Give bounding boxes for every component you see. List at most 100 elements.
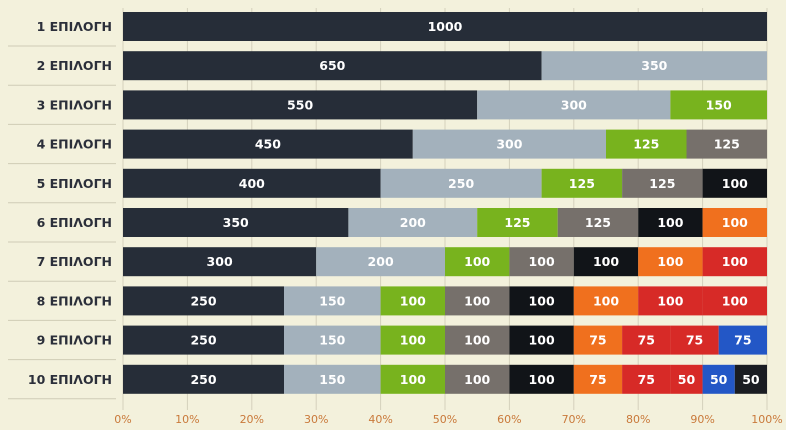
bar-row: 3 ΕΠΙΛΟΓΗ 550 300 150: [8, 90, 767, 125]
bar-segment: [541, 168, 623, 198]
bar-segment: [123, 286, 284, 316]
data-label: 100: [529, 293, 555, 308]
data-label: 100: [464, 293, 490, 308]
bar-segment: [509, 325, 574, 355]
bar-segment: [702, 168, 767, 198]
bar-segment: [509, 364, 574, 394]
bar-segment: [445, 364, 510, 394]
bar-segment: [702, 286, 767, 316]
bar-segment: [123, 12, 767, 41]
bar-segment: [284, 325, 381, 355]
bar-row: 5 ΕΠΙΛΟΓΗ 400 250 125 125 100: [8, 168, 767, 204]
row-label: 5 ΕΠΙΛΟΓΗ: [37, 176, 112, 191]
bar-segment: [541, 51, 767, 81]
bar-segment: [123, 208, 349, 237]
bar-segment: [670, 325, 719, 355]
data-label: 150: [319, 293, 345, 308]
data-label: 250: [190, 293, 216, 308]
row-label: 4 ΕΠΙΛΟΓΗ: [37, 137, 112, 152]
row-label: 6 ΕΠΙΛΟΓΗ: [37, 215, 112, 230]
data-label: 100: [722, 254, 748, 269]
bar-segment: [622, 364, 671, 394]
data-label: 100: [529, 372, 555, 387]
data-label: 250: [448, 176, 474, 191]
data-label: 100: [400, 293, 426, 308]
tick-label: 10%: [175, 413, 199, 426]
data-label: 100: [529, 254, 555, 269]
bar-segment: [718, 325, 767, 355]
bar-segment: [123, 51, 542, 81]
data-label: 125: [633, 137, 659, 152]
data-label: 50: [742, 372, 760, 387]
data-label: 125: [714, 137, 740, 152]
data-label: 150: [706, 97, 732, 112]
data-label: 100: [657, 215, 683, 230]
data-label: 200: [400, 215, 426, 230]
data-label: 75: [734, 333, 751, 348]
data-label: 75: [686, 333, 703, 348]
bar-segment: [702, 247, 767, 277]
bar-segment: [702, 208, 767, 237]
data-label: 100: [400, 372, 426, 387]
tick-label: 40%: [368, 413, 392, 426]
data-label: 1000: [428, 19, 463, 34]
bar-segment: [123, 90, 478, 120]
bar-row: 4 ΕΠΙΛΟΓΗ 450 300 125 125: [8, 129, 767, 165]
bar-segment: [123, 325, 284, 355]
bar-segment: [638, 208, 703, 237]
data-label: 125: [569, 176, 595, 191]
bar-segment: [638, 247, 703, 277]
row-label: 10 ΕΠΙΛΟΓΗ: [28, 372, 112, 387]
data-label: 100: [464, 254, 490, 269]
bar-segment: [573, 325, 623, 355]
bar-segment: [380, 286, 445, 316]
tick-label: 20%: [240, 413, 264, 426]
data-label: 100: [722, 176, 748, 191]
bar-segment: [348, 208, 478, 237]
data-label: 200: [368, 254, 394, 269]
bar-segment: [638, 286, 703, 316]
bar-segment: [284, 286, 381, 316]
row-label: 1 ΕΠΙΛΟΓΗ: [37, 19, 112, 34]
bar-segment: [380, 325, 445, 355]
bar-segment: [123, 364, 284, 394]
row-label: 2 ΕΠΙΛΟΓΗ: [37, 58, 112, 73]
bar-segment: [123, 129, 413, 159]
bar-segment: [622, 325, 671, 355]
bar-row: 6 ΕΠΙΛΟΓΗ 350 200 125 125 100 100: [8, 208, 767, 243]
bar-segment: [670, 364, 703, 394]
data-label: 350: [223, 215, 249, 230]
bar-segment: [573, 364, 623, 394]
data-label: 50: [678, 372, 696, 387]
data-label: 300: [561, 97, 587, 112]
data-label: 125: [585, 215, 611, 230]
bar-segment: [606, 129, 687, 159]
bar-row: 7 ΕΠΙΛΟΓΗ 300 200 100 100 100 100 100: [8, 247, 767, 282]
bar-row: 2 ΕΠΙΛΟΓΗ 650 350: [8, 51, 767, 86]
bar-segment: [445, 286, 510, 316]
data-label: 550: [287, 97, 313, 112]
bar-segment: [477, 90, 671, 120]
data-label: 250: [190, 372, 216, 387]
bar-segment: [509, 247, 574, 277]
row-label: 7 ΕΠΙΛΟΓΗ: [37, 254, 112, 269]
data-label: 450: [255, 137, 281, 152]
data-label: 100: [657, 254, 683, 269]
row-label: 3 ΕΠΙΛΟΓΗ: [37, 97, 112, 112]
bar-segment: [380, 168, 542, 198]
data-label: 100: [593, 254, 619, 269]
bar-segment: [670, 90, 767, 120]
data-label: 50: [710, 372, 728, 387]
bar-row: 10 ΕΠΙΛΟΓΗ 250 150 100 100 100 75 75 50 50 50: [8, 364, 767, 400]
tick-label: 50%: [433, 413, 457, 426]
tick-label: 100%: [751, 413, 782, 426]
tick-label: 90%: [690, 413, 714, 426]
tick-label: 30%: [304, 413, 328, 426]
bar-segment: [734, 364, 767, 394]
data-label: 300: [496, 137, 522, 152]
data-label: 350: [641, 58, 667, 73]
data-label: 100: [657, 293, 683, 308]
data-label: 150: [319, 372, 345, 387]
tick-label: 80%: [626, 413, 650, 426]
